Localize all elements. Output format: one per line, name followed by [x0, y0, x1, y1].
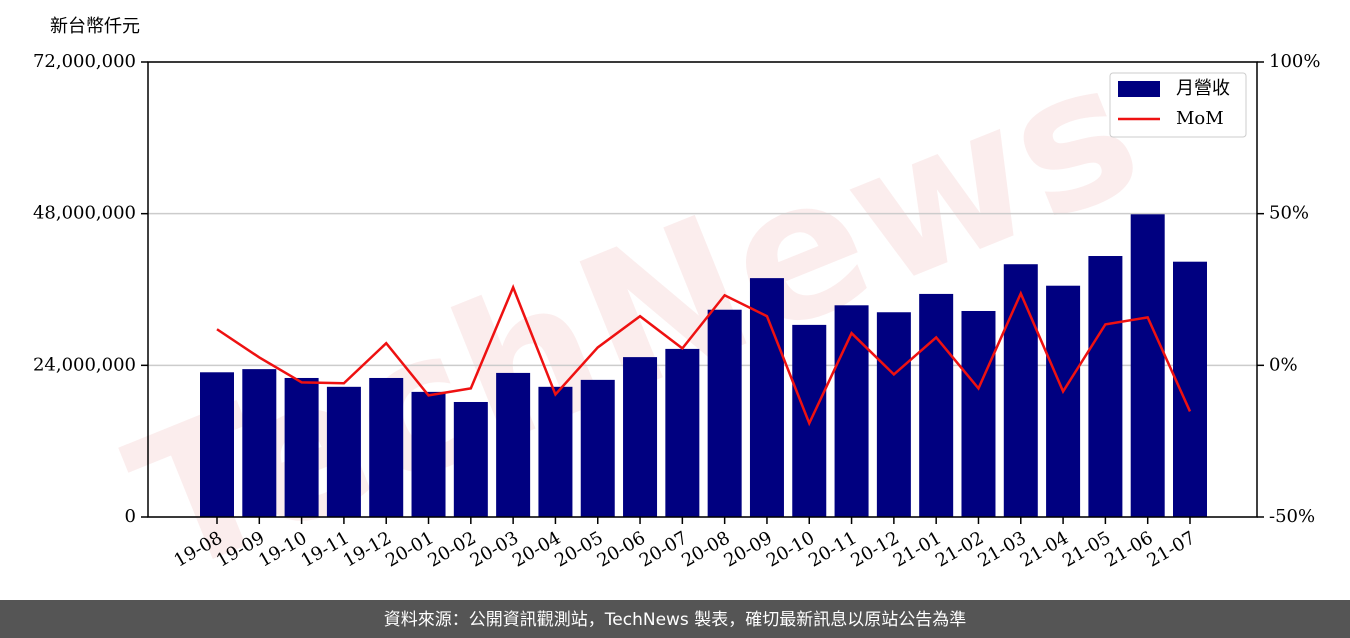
bar: [242, 369, 277, 517]
line: [216, 284, 1192, 427]
bar: [961, 310, 996, 517]
y-tick-label: 72,000,000: [33, 51, 136, 72]
bar: [834, 305, 869, 517]
y-axis-label: 新台幣仟元: [50, 16, 140, 37]
y2-tick-label: 100%: [1269, 51, 1320, 72]
bar: [1130, 214, 1165, 517]
bar: [369, 377, 404, 517]
bar: [580, 379, 615, 517]
bar: [411, 391, 446, 517]
bar: [200, 372, 234, 517]
y-tick-label: 48,000,000: [33, 203, 136, 224]
bar: [919, 293, 954, 517]
bar: [1046, 285, 1081, 517]
bar: [876, 312, 911, 517]
legend-label: MoM: [1176, 108, 1224, 129]
y2-tick-label: 50%: [1269, 203, 1309, 224]
bar: [496, 372, 531, 517]
bar: [749, 278, 784, 517]
bar: [623, 357, 658, 517]
plot-frame: [147, 61, 1258, 518]
bar: [284, 377, 319, 517]
legend-swatch: [1118, 81, 1160, 97]
y2-tick-label: 0%: [1269, 354, 1298, 375]
bar: [1173, 261, 1207, 517]
y-tick-label: 24,000,000: [33, 354, 136, 375]
bar: [326, 386, 361, 517]
bar: [1003, 264, 1038, 517]
y2-tick-label: -50%: [1269, 506, 1315, 527]
footer-band: [0, 600, 1350, 638]
x-tick-label: 21-07: [1144, 527, 1199, 571]
bar: [1088, 256, 1123, 517]
bar: [453, 401, 488, 517]
bar: [665, 348, 700, 517]
bar: [538, 386, 573, 517]
legend-label: 月營收: [1176, 78, 1230, 99]
y-tick-label: 0: [125, 506, 136, 527]
bar: [707, 309, 742, 517]
footer: 資料來源：公開資訊觀測站，TechNews 製表，確切最新訊息以原站公告為準: [384, 610, 966, 630]
